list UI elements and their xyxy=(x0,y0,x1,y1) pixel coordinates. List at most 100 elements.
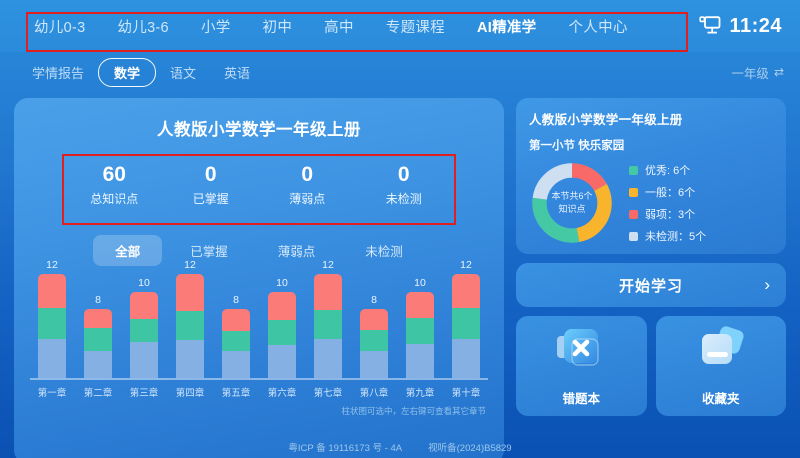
stat-value: 0 xyxy=(397,163,410,186)
bar-chart-x-labels: 第一章 第二章 第三章 第四章 第五章 第六章 第七章 第八章 第九章 第十章 xyxy=(30,385,488,399)
stat-weak-points[interactable]: 0 薄弱点 xyxy=(259,162,356,207)
stats-section: 60 总知识点 0 已掌握 0 薄弱点 0 未检测 xyxy=(62,154,456,226)
donut-legend: 优秀: 6个 一般：6个 弱项：3个 未检测：5个 xyxy=(629,162,706,244)
stats-row: 60 总知识点 0 已掌握 0 薄弱点 0 未检测 xyxy=(62,154,456,219)
bar-column[interactable]: 8 xyxy=(352,294,396,379)
knowledge-overview-card: 人教版小学数学一年级上册 60 总知识点 0 已掌握 0 薄弱点 0 未检测 xyxy=(14,98,504,458)
section-detail-card: 人教版小学数学一年级上册 第一小节 快乐家园 本节共6个 知识点 优秀: 6个 xyxy=(516,98,786,254)
bar-column[interactable]: 10 xyxy=(260,277,304,379)
top-navigation-bar: 幼儿0-3 幼儿3-6 小学 初中 高中 专题课程 AI精准学 个人中心 11:… xyxy=(0,0,800,52)
footer: 粤ICP 备 19116173 号 - 4A 视听备(2024)B5829 xyxy=(0,436,800,458)
legend-color-swatch xyxy=(629,231,638,241)
bar[interactable] xyxy=(314,274,342,379)
bar-segment-优秀 xyxy=(176,310,204,341)
start-learning-button[interactable]: 开始学习 › xyxy=(516,263,786,307)
filter-weak-points[interactable]: 薄弱点 xyxy=(277,245,316,260)
bar[interactable] xyxy=(452,274,480,379)
favorites-folder-icon xyxy=(695,325,747,378)
bar-segment-优秀 xyxy=(130,319,158,342)
bar-column[interactable]: 8 xyxy=(214,293,258,379)
bar[interactable] xyxy=(176,274,204,379)
nav-item-1[interactable]: 幼儿3-6 xyxy=(117,19,169,36)
bar-segment-未检测 xyxy=(268,345,296,379)
donut-segment-优秀 xyxy=(532,163,612,243)
bar[interactable] xyxy=(84,308,112,379)
stat-value: 0 xyxy=(301,163,314,186)
tab-math-active[interactable]: 数学 xyxy=(98,57,157,87)
donut-chart-svg xyxy=(532,163,612,243)
bar-column[interactable]: 8 xyxy=(76,293,120,379)
tile-wrong-answers-book[interactable]: 错题本 xyxy=(516,316,647,416)
bar-value-label: 10 xyxy=(138,276,150,289)
bar-x-label: 第一章 xyxy=(37,387,67,399)
bar-segment-优秀 xyxy=(268,320,296,346)
nav-item-2[interactable]: 小学 xyxy=(200,19,231,36)
bar-x-label: 第六章 xyxy=(267,387,297,399)
tile-favorites[interactable]: 收藏夹 xyxy=(655,316,786,416)
stat-value: 60 xyxy=(102,163,126,186)
bar-x-label: 第二章 xyxy=(83,387,113,399)
stat-value: 0 xyxy=(204,163,217,186)
bar-segment-优秀 xyxy=(38,308,66,340)
bar-column[interactable]: 12 xyxy=(30,259,74,379)
bar-segment-弱项 xyxy=(84,308,112,329)
bar-segment-优秀 xyxy=(222,330,250,352)
bar-segment-未检测 xyxy=(176,340,204,379)
right-sidebar: 人教版小学数学一年级上册 第一小节 快乐家园 本节共6个 知识点 优秀: 6个 xyxy=(516,98,786,458)
tile-label: 收藏夹 xyxy=(701,392,740,406)
bar[interactable] xyxy=(222,308,250,379)
bar-segment-优秀 xyxy=(360,329,388,352)
legend-item-excellent: 优秀: 6个 xyxy=(629,162,706,178)
bar-value-label: 8 xyxy=(95,293,101,306)
section-book-title: 人教版小学数学一年级上册 xyxy=(529,113,683,127)
legend-item-weak: 弱项：3个 xyxy=(629,206,706,222)
screen-cast-icon[interactable] xyxy=(699,16,721,36)
chevron-right-icon: › xyxy=(764,275,770,294)
tab-learning-report[interactable]: 学情报告 xyxy=(32,65,85,81)
swap-icon: ⇄ xyxy=(773,65,784,79)
stat-total-knowledge-points[interactable]: 60 总知识点 xyxy=(66,162,163,207)
chapter-bar-chart[interactable]: 12 8 10 12 8 10 12 8 10 12 第一章 第二章 第三章 第四章 第五章 第六章 第七章第… xyxy=(26,259,492,458)
bar-segment-弱项 xyxy=(268,291,296,321)
legend-label: 未检测：5个 xyxy=(645,231,707,243)
filter-untested[interactable]: 未检测 xyxy=(365,245,403,260)
bar-x-label: 第四章 xyxy=(175,387,205,399)
bar-column[interactable]: 10 xyxy=(398,277,442,379)
bar[interactable] xyxy=(406,291,434,379)
nav-item-0[interactable]: 幼儿0-3 xyxy=(34,19,86,36)
nav-item-5[interactable]: 专题课程 xyxy=(385,19,445,36)
bar-value-label: 8 xyxy=(233,293,239,306)
stat-untested[interactable]: 0 未检测 xyxy=(356,162,453,207)
grade-selector[interactable]: 一年级 ⇄ xyxy=(731,63,784,82)
bar-segment-优秀 xyxy=(84,328,112,351)
bar[interactable] xyxy=(130,291,158,379)
nav-item-3[interactable]: 初中 xyxy=(262,19,293,36)
tab-chinese[interactable]: 语文 xyxy=(170,65,197,81)
bar-column[interactable]: 12 xyxy=(168,259,212,379)
bar-segment-未检测 xyxy=(452,339,480,379)
bar[interactable] xyxy=(38,274,66,379)
main-content: 人教版小学数学一年级上册 60 总知识点 0 已掌握 0 薄弱点 0 未检测 xyxy=(0,92,800,458)
nav-item-4[interactable]: 高中 xyxy=(324,19,354,36)
bar-segment-未检测 xyxy=(360,351,388,379)
bar-segment-弱项 xyxy=(360,308,388,330)
filter-mastered[interactable]: 已掌握 xyxy=(190,245,228,260)
nav-item-7[interactable]: 个人中心 xyxy=(568,19,628,36)
section-name: 第一小节 快乐家园 xyxy=(529,140,625,152)
nav-item-6-active[interactable]: AI精准学 xyxy=(476,19,537,36)
legend-color-swatch xyxy=(629,187,638,197)
tab-english[interactable]: 英语 xyxy=(224,65,251,81)
bar-column[interactable]: 10 xyxy=(122,277,166,379)
bar[interactable] xyxy=(360,308,388,379)
bar-column[interactable]: 12 xyxy=(444,259,488,379)
legend-color-swatch xyxy=(629,165,638,175)
bar-column[interactable]: 12 xyxy=(306,259,350,379)
donut-row: 本节共6个 知识点 优秀: 6个 一般：6个 弱项：3个 xyxy=(529,160,773,246)
bar-x-label: 第十章 xyxy=(451,387,481,399)
filter-all-active[interactable]: 全部 xyxy=(93,235,163,267)
clock-label: 11:24 xyxy=(729,14,782,37)
bar[interactable] xyxy=(268,291,296,379)
stat-mastered[interactable]: 0 已掌握 xyxy=(163,162,260,207)
wrong-answers-book-icon xyxy=(555,325,607,378)
tile-label: 错题本 xyxy=(562,392,600,406)
